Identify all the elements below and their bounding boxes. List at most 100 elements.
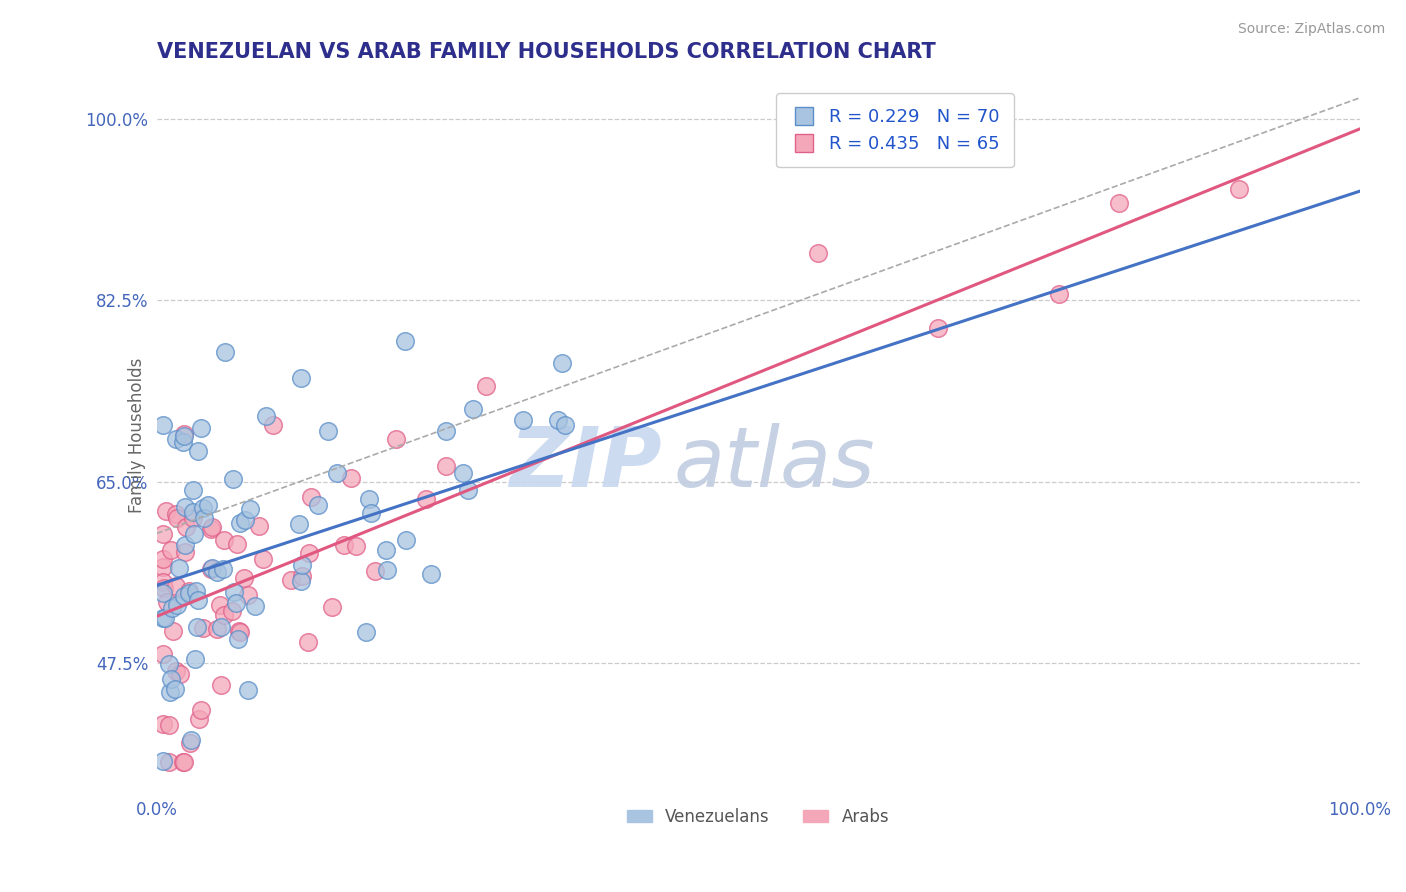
Point — [360, 506, 382, 520]
Point — [165, 432, 187, 446]
Point — [332, 538, 354, 552]
Point — [190, 703, 212, 717]
Point — [187, 712, 209, 726]
Point — [156, 595, 179, 609]
Point — [152, 611, 174, 625]
Point — [165, 579, 187, 593]
Point — [172, 755, 194, 769]
Point — [152, 560, 174, 574]
Point — [155, 611, 177, 625]
Point — [291, 569, 314, 583]
Point — [291, 558, 314, 572]
Point — [359, 491, 381, 506]
Point — [395, 533, 418, 547]
Point — [239, 502, 262, 516]
Point — [183, 652, 205, 666]
Point — [191, 621, 214, 635]
Point — [165, 664, 187, 678]
Point — [364, 564, 387, 578]
Point — [297, 634, 319, 648]
Point — [152, 585, 174, 599]
Point — [183, 527, 205, 541]
Y-axis label: Family Households: Family Households — [128, 357, 146, 513]
Point — [155, 504, 177, 518]
Point — [174, 520, 197, 534]
Point — [179, 735, 201, 749]
Point — [316, 424, 339, 438]
Point — [226, 537, 249, 551]
Point — [173, 538, 195, 552]
Point — [177, 586, 200, 600]
Point — [221, 604, 243, 618]
Point — [169, 667, 191, 681]
Point — [1047, 287, 1070, 301]
Point — [233, 513, 256, 527]
Point — [298, 546, 321, 560]
Point — [229, 516, 252, 530]
Point — [173, 589, 195, 603]
Point — [165, 682, 187, 697]
Point — [207, 566, 229, 580]
Point — [419, 567, 441, 582]
Point — [186, 620, 208, 634]
Point — [166, 598, 188, 612]
Point — [222, 472, 245, 486]
Point — [225, 596, 247, 610]
Point — [152, 527, 174, 541]
Point — [208, 598, 231, 612]
Point — [174, 545, 197, 559]
Point — [807, 246, 830, 260]
Point — [475, 378, 498, 392]
Point — [228, 624, 250, 638]
Point — [166, 511, 188, 525]
Point — [299, 491, 322, 505]
Point — [394, 334, 416, 348]
Text: ZIP: ZIP — [509, 423, 662, 504]
Point — [197, 499, 219, 513]
Point — [243, 599, 266, 614]
Point — [247, 518, 270, 533]
Point — [280, 573, 302, 587]
Point — [356, 624, 378, 639]
Point — [173, 429, 195, 443]
Point — [233, 571, 256, 585]
Point — [375, 563, 398, 577]
Legend: Venezuelans, Arabs: Venezuelans, Arabs — [619, 800, 897, 834]
Point — [461, 401, 484, 416]
Point — [252, 551, 274, 566]
Point — [236, 683, 259, 698]
Point — [212, 533, 235, 547]
Point — [159, 718, 181, 732]
Point — [226, 632, 249, 647]
Point — [385, 432, 408, 446]
Point — [184, 583, 207, 598]
Point — [157, 657, 180, 672]
Point — [201, 561, 224, 575]
Point — [157, 755, 180, 769]
Point — [321, 599, 343, 614]
Point — [173, 427, 195, 442]
Point — [159, 543, 181, 558]
Point — [290, 370, 312, 384]
Point — [434, 424, 457, 438]
Point — [172, 435, 194, 450]
Point — [179, 584, 201, 599]
Point — [152, 574, 174, 589]
Point — [512, 413, 534, 427]
Point — [159, 685, 181, 699]
Point — [547, 413, 569, 427]
Point — [152, 754, 174, 768]
Point — [187, 443, 209, 458]
Point — [451, 466, 474, 480]
Point — [238, 589, 260, 603]
Point — [209, 678, 232, 692]
Point — [169, 560, 191, 574]
Point — [152, 551, 174, 566]
Point — [190, 421, 212, 435]
Point — [191, 500, 214, 515]
Point — [152, 417, 174, 432]
Point — [180, 732, 202, 747]
Point — [290, 574, 312, 588]
Point — [1227, 182, 1250, 196]
Point — [207, 622, 229, 636]
